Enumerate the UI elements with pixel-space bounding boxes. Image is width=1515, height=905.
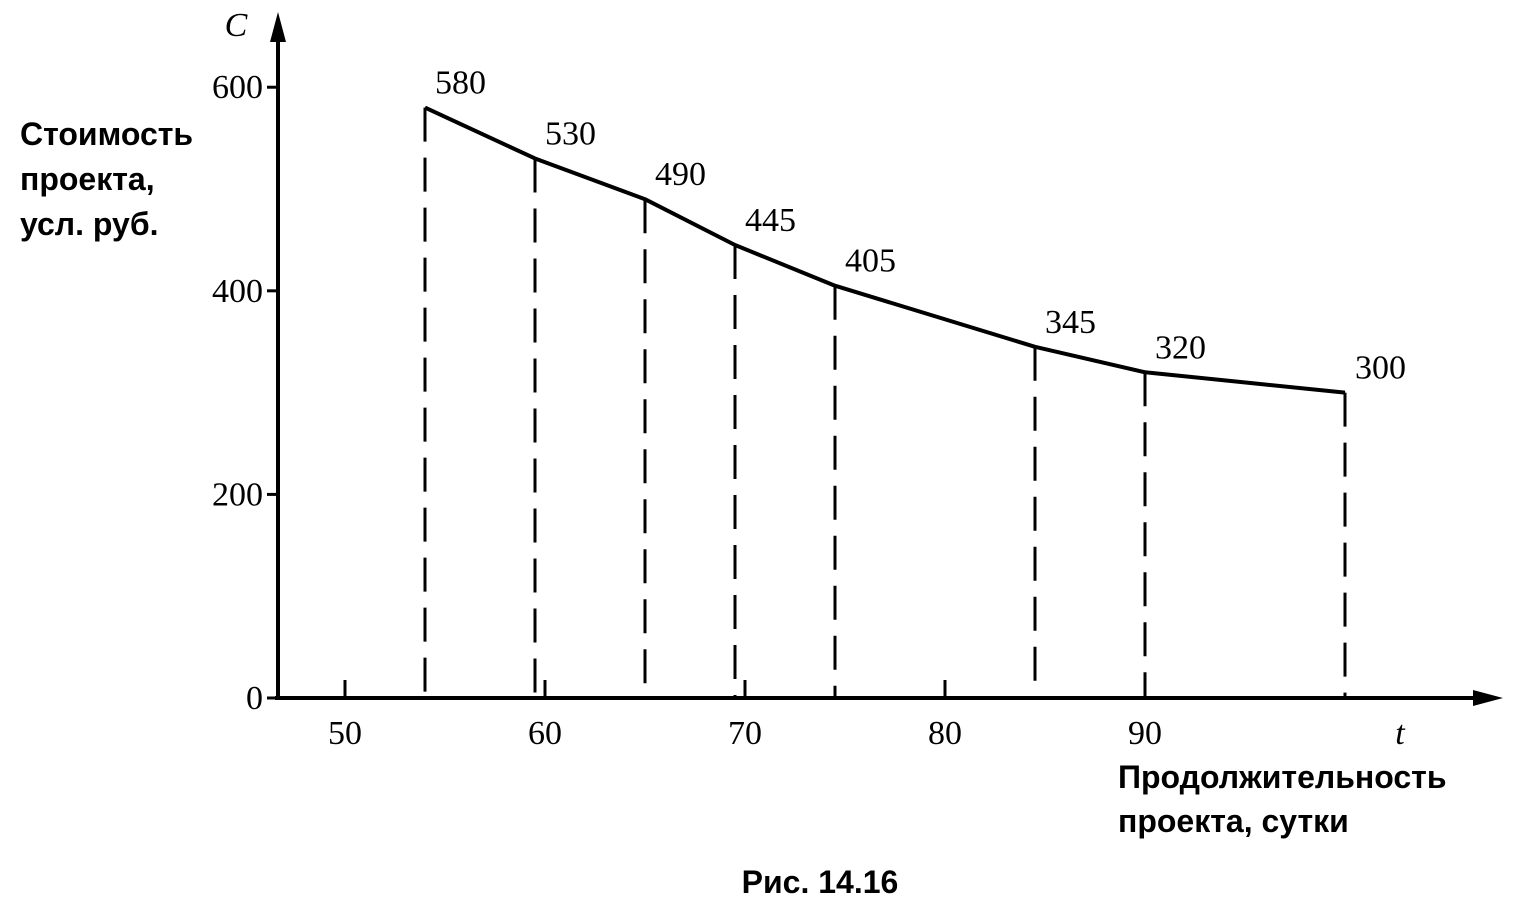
x-axis-label: Продолжительность — [1118, 759, 1446, 795]
data-label: 300 — [1355, 350, 1406, 387]
y-axis-arrow — [270, 12, 286, 42]
y-axis-label: Стоимость — [20, 116, 193, 152]
y-axis-label: проекта, — [20, 161, 155, 197]
cost-curve — [424, 105, 1346, 395]
caption: Рис. 14.16 — [742, 864, 899, 900]
data-label: 530 — [545, 115, 596, 152]
x-tick-label: 80 — [928, 715, 962, 752]
data-label: 490 — [655, 156, 706, 193]
x-tick-label: 60 — [528, 715, 562, 752]
x-axis-label: проекта, сутки — [1118, 803, 1349, 839]
data-label: 580 — [435, 65, 486, 102]
y-axis-symbol: C — [225, 7, 248, 44]
data-label: 345 — [1045, 304, 1096, 341]
x-axis-symbol: t — [1395, 715, 1406, 752]
y-tick-label: 0 — [246, 680, 263, 717]
data-label: 320 — [1155, 329, 1206, 366]
x-tick-label: 90 — [1128, 715, 1162, 752]
y-tick-label: 400 — [212, 273, 263, 310]
x-tick-label: 50 — [328, 715, 362, 752]
y-axis-label: усл. руб. — [20, 206, 158, 242]
x-axis-arrow — [1473, 690, 1503, 706]
data-label: 405 — [845, 243, 896, 280]
x-tick-label: 70 — [728, 715, 762, 752]
y-tick-label: 200 — [212, 476, 263, 513]
data-label: 445 — [745, 202, 796, 239]
y-tick-label: 600 — [212, 69, 263, 106]
